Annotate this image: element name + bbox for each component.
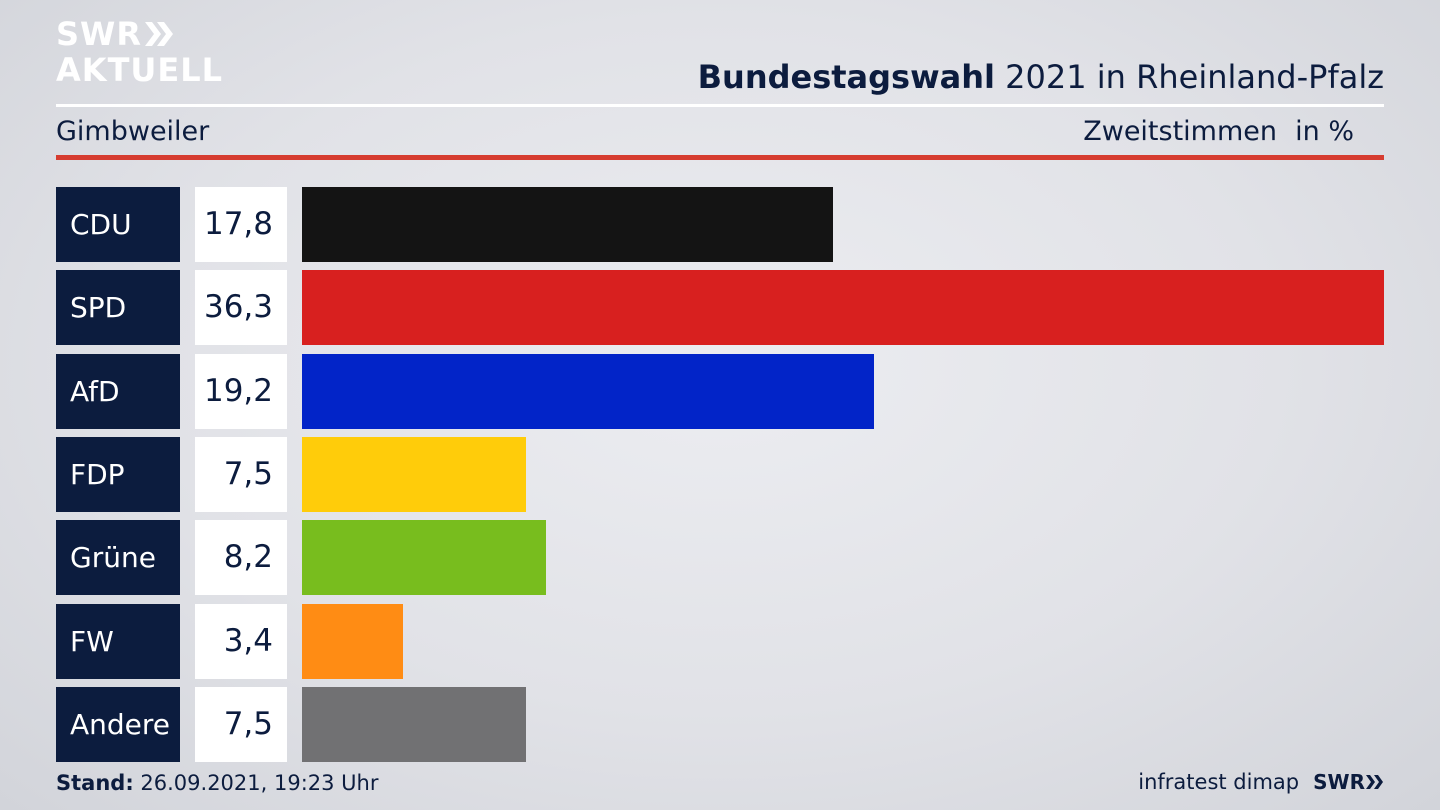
- party-label: Andere: [56, 686, 180, 762]
- bar: [302, 270, 1384, 346]
- bar-row: FDP 7,5: [56, 436, 1384, 512]
- footer-source: infratest dimap SWR: [1138, 770, 1384, 794]
- party-label: AfD: [56, 353, 180, 429]
- value-label: 19,2: [195, 353, 287, 429]
- bar: [302, 520, 547, 596]
- bar-row: CDU 17,8: [56, 187, 1384, 262]
- bar-row: FW 3,4: [56, 603, 1384, 679]
- party-label: FDP: [56, 436, 180, 512]
- bar-row: AfD 19,2: [56, 353, 1384, 429]
- party-label: SPD: [56, 270, 180, 346]
- bar: [302, 353, 875, 429]
- bar: [302, 187, 833, 262]
- value-label: 7,5: [195, 686, 287, 762]
- double-chevron-icon: [144, 22, 173, 46]
- stand-label: Stand:: [56, 771, 134, 795]
- logo-swr-text: SWR: [56, 15, 142, 53]
- bar-row: Grüne 8,2: [56, 520, 1384, 596]
- double-chevron-small-icon: [1366, 775, 1383, 789]
- swr-small-logo: SWR: [1313, 770, 1384, 794]
- bar-row: SPD 36,3: [56, 270, 1384, 346]
- bar: [302, 603, 404, 679]
- party-label: FW: [56, 603, 180, 679]
- bar: [302, 686, 526, 762]
- value-label: 8,2: [195, 520, 287, 596]
- value-label: 36,3: [195, 270, 287, 346]
- header-divider: [56, 104, 1384, 107]
- chart-title: Bundestagswahl 2021 in Rheinland-Pfalz: [698, 58, 1384, 96]
- unit-label: in %: [1295, 116, 1354, 147]
- timestamp: Stand: 26.09.2021, 19:23 Uhr: [56, 771, 379, 795]
- logo-aktuell-text: AKTUELL: [56, 51, 224, 89]
- bar: [302, 436, 526, 512]
- location-label: Gimbweiler: [56, 116, 210, 147]
- party-label: Grüne: [56, 520, 180, 596]
- value-label: 17,8: [195, 187, 287, 262]
- accent-divider: [56, 155, 1384, 160]
- title-rest: 2021 in Rheinland-Pfalz: [995, 58, 1384, 96]
- bar-row: Andere 7,5: [56, 686, 1384, 762]
- source-label: infratest dimap: [1138, 770, 1300, 794]
- vote-type-label: Zweitstimmen: [1083, 116, 1277, 147]
- party-label: CDU: [56, 187, 180, 262]
- value-label: 3,4: [195, 603, 287, 679]
- title-bold: Bundestagswahl: [697, 58, 995, 96]
- stand-value: 26.09.2021, 19:23 Uhr: [133, 771, 379, 795]
- value-label: 7,5: [195, 436, 287, 512]
- swr-aktuell-logo: SWR AKTUELL: [56, 16, 223, 86]
- brand-label: SWR: [1313, 770, 1365, 794]
